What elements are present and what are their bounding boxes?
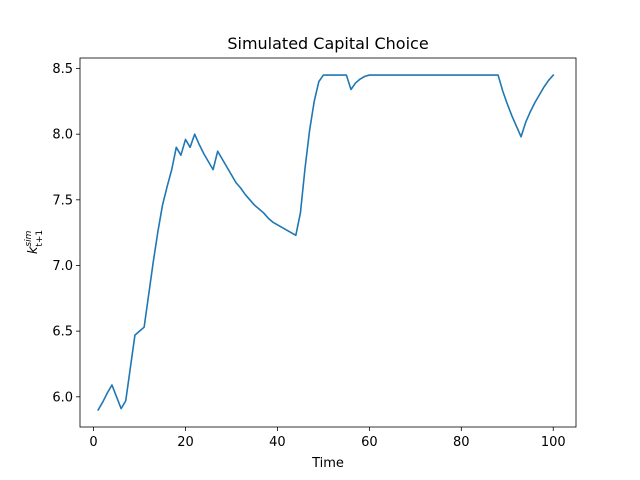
x-tick-label: 0 <box>89 435 97 450</box>
x-axis: 0 20 40 60 80 100 <box>89 427 566 450</box>
series-line <box>97 73 555 412</box>
x-tick-label: 60 <box>361 435 378 450</box>
x-tick-label: 40 <box>269 435 286 450</box>
x-tick-label: 100 <box>541 435 566 450</box>
y-tick-label: 8.0 <box>52 128 73 143</box>
y-tick-label: 7.0 <box>52 259 73 274</box>
axes-frame <box>79 57 577 428</box>
y-axis: 6.0 6.5 7.0 7.5 8.0 8.5 <box>52 62 80 405</box>
y-tick-label: 7.5 <box>52 193 73 208</box>
y-axis-label: ksimt+1 <box>24 230 45 254</box>
x-tick-label: 20 <box>177 435 194 450</box>
chart-title: Simulated Capital Choice <box>227 34 428 53</box>
y-tick-label: 6.5 <box>52 325 73 340</box>
y-tick-label: 6.0 <box>52 390 73 405</box>
x-axis-label: Time <box>311 456 344 471</box>
plot-area <box>97 73 555 412</box>
x-tick-label: 80 <box>453 435 470 450</box>
y-tick-label: 8.5 <box>52 62 73 77</box>
